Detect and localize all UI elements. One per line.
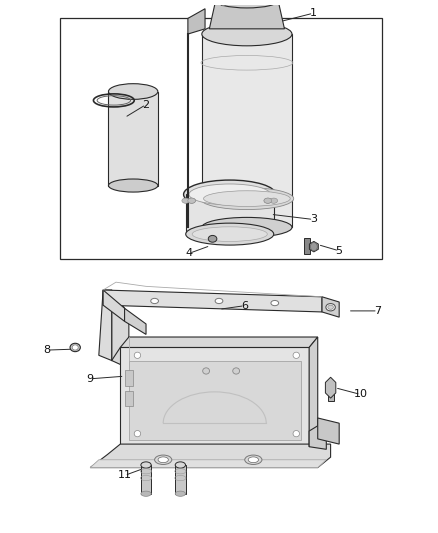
Text: 10: 10 — [353, 390, 367, 399]
Ellipse shape — [175, 491, 186, 496]
Polygon shape — [90, 460, 326, 467]
Ellipse shape — [70, 343, 80, 352]
Polygon shape — [322, 297, 339, 317]
Polygon shape — [309, 337, 318, 447]
Text: 9: 9 — [87, 374, 94, 384]
Ellipse shape — [293, 352, 300, 358]
Ellipse shape — [158, 457, 168, 463]
Ellipse shape — [189, 184, 271, 205]
Ellipse shape — [248, 457, 258, 463]
Polygon shape — [325, 377, 336, 398]
Polygon shape — [124, 308, 146, 334]
Bar — [60, 19, 382, 259]
Ellipse shape — [72, 345, 78, 350]
Ellipse shape — [271, 301, 279, 306]
Polygon shape — [120, 348, 309, 447]
Ellipse shape — [109, 84, 158, 99]
Ellipse shape — [204, 191, 290, 206]
Ellipse shape — [326, 304, 336, 311]
Ellipse shape — [141, 491, 151, 496]
Text: 7: 7 — [374, 306, 381, 316]
Ellipse shape — [270, 198, 278, 203]
Ellipse shape — [264, 198, 272, 203]
Polygon shape — [103, 290, 322, 312]
Bar — [124, 391, 133, 407]
Ellipse shape — [200, 188, 294, 209]
Bar — [175, 465, 186, 494]
Text: 4: 4 — [185, 248, 193, 259]
Ellipse shape — [186, 223, 274, 245]
Text: 5: 5 — [336, 246, 343, 256]
Ellipse shape — [151, 298, 159, 304]
Polygon shape — [188, 9, 205, 34]
Polygon shape — [318, 418, 339, 444]
Text: 6: 6 — [241, 301, 248, 311]
Ellipse shape — [188, 198, 195, 203]
Ellipse shape — [134, 431, 141, 437]
Ellipse shape — [202, 217, 292, 237]
Bar — [186, 195, 274, 234]
Ellipse shape — [245, 455, 262, 464]
Ellipse shape — [155, 455, 172, 464]
Polygon shape — [129, 360, 300, 440]
Polygon shape — [209, 0, 284, 29]
Ellipse shape — [182, 198, 190, 203]
Text: 3: 3 — [310, 214, 317, 224]
Text: 1: 1 — [310, 8, 317, 18]
Text: 8: 8 — [44, 345, 51, 355]
Bar — [109, 92, 158, 185]
Ellipse shape — [141, 462, 151, 468]
Ellipse shape — [202, 22, 292, 46]
Polygon shape — [309, 241, 318, 252]
Polygon shape — [112, 290, 129, 368]
Bar — [124, 370, 133, 385]
Ellipse shape — [293, 431, 300, 437]
Ellipse shape — [184, 180, 276, 209]
Ellipse shape — [134, 352, 141, 358]
Polygon shape — [309, 426, 326, 449]
Bar — [202, 34, 292, 228]
Ellipse shape — [192, 227, 267, 241]
Ellipse shape — [328, 305, 333, 309]
Polygon shape — [90, 444, 331, 467]
Ellipse shape — [188, 198, 195, 203]
Polygon shape — [120, 337, 318, 348]
Ellipse shape — [215, 0, 279, 8]
Bar — [328, 387, 334, 401]
Ellipse shape — [264, 198, 272, 203]
Ellipse shape — [109, 179, 158, 192]
Ellipse shape — [175, 462, 186, 468]
Text: 11: 11 — [117, 471, 131, 480]
Ellipse shape — [233, 368, 240, 374]
Text: 2: 2 — [142, 100, 150, 110]
Polygon shape — [103, 290, 124, 321]
Polygon shape — [99, 290, 112, 360]
Bar — [141, 465, 151, 494]
Bar — [304, 238, 311, 254]
Ellipse shape — [208, 236, 217, 242]
Ellipse shape — [215, 298, 223, 304]
Ellipse shape — [203, 368, 209, 374]
